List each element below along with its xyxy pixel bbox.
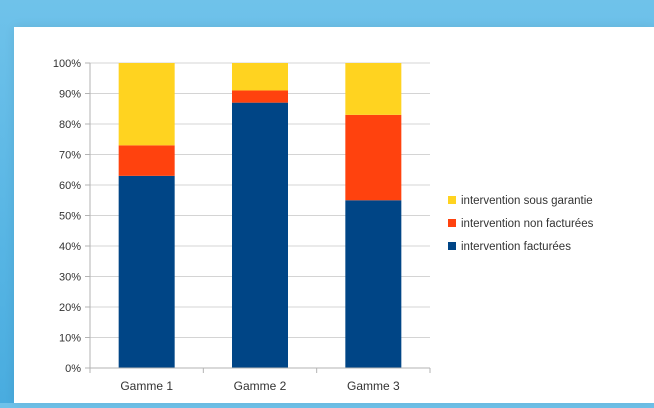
- bar-segment: [345, 114, 402, 201]
- legend-swatch: [448, 242, 456, 250]
- y-tick-label: 60%: [59, 180, 81, 192]
- y-tick-label: 30%: [59, 272, 81, 284]
- y-tick-label: 50%: [59, 211, 81, 223]
- bar-segment: [345, 63, 402, 115]
- y-tick-label: 20%: [59, 302, 81, 314]
- legend-swatch: [448, 196, 456, 204]
- bar-segment: [232, 102, 288, 369]
- bar-segment: [118, 145, 175, 176]
- y-tick-label: 0%: [65, 363, 81, 375]
- bar-segment: [118, 63, 175, 146]
- x-tick-label: Gamme 3: [347, 379, 400, 393]
- bar-segment: [118, 175, 175, 368]
- y-tick-label: 40%: [59, 241, 81, 253]
- chart-panel: 0% 10% 20% 30% 40% 50% 60% 70% 80% 90% 100% Gamme 1…: [14, 27, 654, 403]
- y-tick-label: 70%: [59, 150, 81, 162]
- bar-segment: [232, 90, 288, 103]
- legend-label: intervention facturées: [461, 241, 571, 253]
- x-tick-label: Gamme 2: [234, 379, 287, 393]
- bar-segment: [232, 63, 288, 91]
- legend-label: intervention sous garantie: [461, 195, 593, 207]
- y-tick-label: 90%: [59, 89, 81, 101]
- y-tick-label: 80%: [59, 119, 81, 131]
- legend-label: intervention non facturées: [461, 218, 594, 230]
- bar-segment: [345, 200, 402, 368]
- legend-swatch: [448, 219, 456, 227]
- y-tick-label: 10%: [59, 333, 81, 345]
- y-tick-label: 100%: [53, 58, 81, 70]
- stacked-bar-chart: 0% 10% 20% 30% 40% 50% 60% 70% 80% 90% 100% Gamme 1…: [53, 58, 594, 393]
- x-tick-label: Gamme 1: [120, 379, 173, 393]
